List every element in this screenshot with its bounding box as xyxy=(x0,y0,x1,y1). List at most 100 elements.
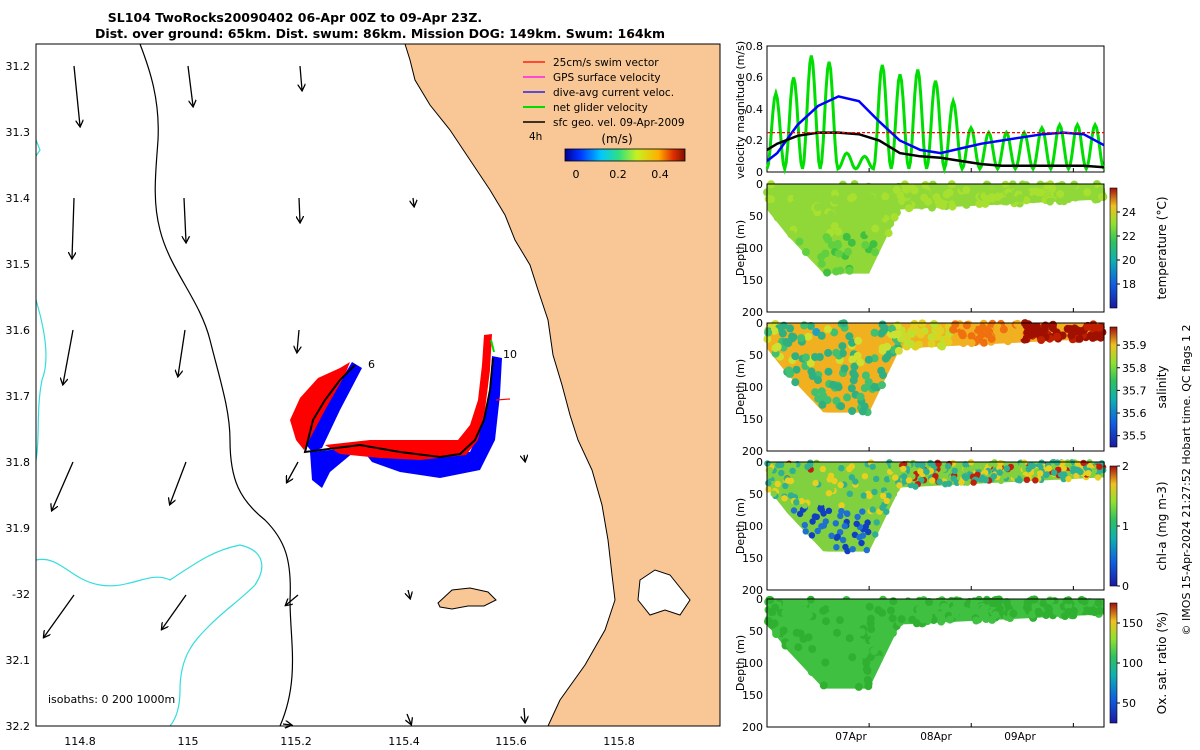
time-tick: 07Apr xyxy=(835,731,867,743)
colorbar-tick-label: 35.6 xyxy=(1122,407,1147,420)
section-sample-point xyxy=(810,475,817,482)
isobath-label: isobaths: 0 200 1000m xyxy=(48,693,175,706)
section-sample-point xyxy=(848,407,857,415)
section-panel: 0 50 100 150 200 Depth (m) 18 20 22 24 temperature… xyxy=(734,178,1169,319)
section-sample-point xyxy=(1006,470,1013,478)
section-sample-point xyxy=(766,467,773,474)
section-sample-point xyxy=(882,618,891,627)
section-sample-point xyxy=(838,502,845,509)
section-sample-point xyxy=(1069,606,1078,615)
section-sample-point xyxy=(898,196,907,205)
section-sample-point xyxy=(852,478,859,485)
section-sample-point xyxy=(800,207,809,216)
section-sample-point xyxy=(886,219,895,228)
net-velocity-line xyxy=(765,55,1106,175)
section-sample-point xyxy=(1064,596,1073,605)
section-sample-point xyxy=(853,636,862,645)
section-sample-point xyxy=(864,182,873,191)
map-y-tick: 31.3 xyxy=(6,126,31,139)
section-sample-point xyxy=(1030,327,1039,336)
section-sample-point xyxy=(785,640,794,649)
section-panel: 0 50 100 150 200 Depth (m) 35.5 35.6 35.7 35.8 35.… xyxy=(734,317,1169,458)
section-sample-point xyxy=(1060,197,1068,206)
section-colorbar xyxy=(1109,602,1118,724)
velocity-y-tick: 0.6 xyxy=(746,71,764,84)
velocity-y-axis: 0 0.2 0.4 0.6 0.8 xyxy=(746,40,764,179)
track-label-end: 10 xyxy=(503,348,517,361)
section-frame xyxy=(766,322,1105,452)
section-sample-point xyxy=(842,596,851,604)
section-y-tick: 50 xyxy=(749,625,763,638)
section-sample-point xyxy=(848,474,855,481)
swim-vector-fan-west xyxy=(290,362,350,450)
section-sample-point xyxy=(1015,331,1024,340)
section-frame xyxy=(766,461,1105,591)
section-sample-point xyxy=(1010,598,1019,607)
section-sample-point xyxy=(869,240,878,249)
section-sample-point xyxy=(905,204,913,213)
section-sample-point xyxy=(867,193,876,202)
section-sample-point xyxy=(870,382,879,391)
section-sample-point xyxy=(793,479,800,486)
section-colorbar xyxy=(1109,187,1118,309)
section-sample-point xyxy=(1048,184,1057,193)
section-sample-point xyxy=(817,505,824,512)
section-sample-point xyxy=(839,536,847,544)
figure-title-line1: SL104 TwoRocks20090402 06-Apr 00Z to 09-… xyxy=(108,10,482,25)
section-sample-point xyxy=(789,333,798,342)
section-sample-point xyxy=(1016,194,1025,203)
section-sample-point xyxy=(815,617,824,626)
velocity-y-tick: 0.2 xyxy=(746,134,764,147)
section-y-tick: 200 xyxy=(742,306,763,319)
section-sample-point xyxy=(991,611,1000,619)
section-sample-point xyxy=(781,495,788,502)
velocity-series-line xyxy=(766,95,1105,162)
section-sample-point xyxy=(791,352,800,361)
colorbar-tick-label: 0 xyxy=(1122,580,1129,593)
section-y-tick: 0 xyxy=(756,178,763,191)
section-sample-point xyxy=(1056,190,1065,198)
section-sample-point xyxy=(861,241,870,249)
section-sample-point xyxy=(972,616,981,625)
section-sample-point xyxy=(1046,197,1054,206)
geo-arrow xyxy=(178,329,186,376)
section-sample-point xyxy=(1023,476,1031,483)
section-sample-point xyxy=(856,392,865,401)
section-sample-point xyxy=(951,320,960,329)
colorbar-title: (m/s) xyxy=(601,132,632,146)
section-sample-point xyxy=(820,213,829,222)
section-sample-point xyxy=(844,510,851,517)
section-sample-point xyxy=(806,359,815,368)
section-sample-point xyxy=(1073,466,1080,473)
section-sample-point xyxy=(781,609,790,618)
section-sample-point xyxy=(838,648,847,657)
section-sample-point xyxy=(859,532,867,539)
section-sample-point xyxy=(900,465,907,473)
section-sample-point xyxy=(803,192,812,201)
section-sample-point xyxy=(914,461,921,468)
estuary xyxy=(637,569,691,616)
geo-arrow xyxy=(408,589,410,598)
colorbar-tick-label: 1 xyxy=(1122,520,1129,533)
section-sample-point xyxy=(890,465,897,472)
section-frame xyxy=(766,183,1105,313)
section-sample-point xyxy=(936,478,943,485)
section-sample-point xyxy=(1036,188,1045,197)
colorbar-tick-label: 100 xyxy=(1122,657,1143,670)
section-sample-point xyxy=(983,596,992,605)
section-sample-point xyxy=(837,667,846,676)
section-sample-point xyxy=(838,342,847,351)
section-sample-point xyxy=(893,330,902,339)
section-sample-point xyxy=(806,595,815,604)
section-sample-point xyxy=(890,213,899,222)
section-sample-point xyxy=(915,605,924,614)
colorbar-tick: 0 xyxy=(573,168,580,181)
section-data-area xyxy=(767,599,1104,689)
section-sample-point xyxy=(792,365,801,374)
section-sample-point xyxy=(888,629,897,638)
section-sample-point xyxy=(813,459,820,466)
section-sample-point xyxy=(826,668,835,677)
section-sample-point xyxy=(827,462,835,470)
section-sample-point xyxy=(1037,336,1046,344)
